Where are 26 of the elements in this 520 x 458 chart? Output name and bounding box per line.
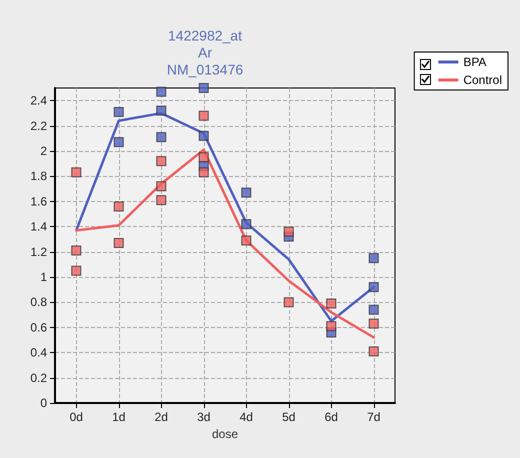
x-tick-label: 0d <box>70 410 83 424</box>
chart-title: 1422982_at Ar NM_013476 <box>166 28 244 78</box>
legend-label: Control <box>463 73 502 87</box>
y-tick-label: 0.6 <box>30 320 48 334</box>
y-tick-label: 1.4 <box>30 220 48 234</box>
y-tick-label: 0.2 <box>30 370 48 385</box>
y-tick-label: 1.2 <box>30 244 48 259</box>
x-tick-label: 1d <box>112 410 126 424</box>
y-tick-label: 1.8 <box>30 169 48 184</box>
x-tick-label: 7d <box>367 410 380 424</box>
y-tick-label: 2 <box>40 144 48 158</box>
x-axis-title: dose <box>212 426 238 441</box>
y-tick-label: 2.2 <box>30 118 48 133</box>
y-tick-label: 2.4 <box>30 94 48 108</box>
y-tick-label: 0.4 <box>30 346 48 360</box>
y-tick-label: 0 <box>40 396 48 410</box>
x-tick-label: 5d <box>282 410 296 424</box>
y-tick-label: 0.8 <box>30 295 48 310</box>
y-tick-label: 1.6 <box>30 194 48 208</box>
x-tick-label: 2d <box>154 410 168 424</box>
x-tick-label: 4d <box>240 410 253 424</box>
line-series <box>75 148 375 339</box>
x-tick-label: 3d <box>197 410 210 424</box>
y-tick-label: 1 <box>40 270 48 284</box>
x-tick-label: 6d <box>324 410 338 424</box>
legend-label: BPA <box>463 55 486 69</box>
